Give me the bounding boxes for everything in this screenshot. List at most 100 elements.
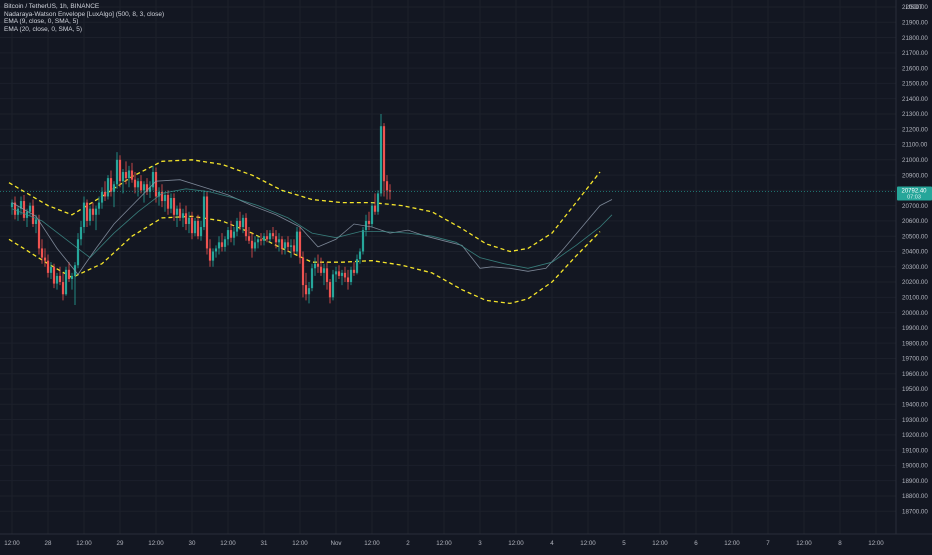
candle-body	[10, 202, 14, 208]
candle-body	[148, 187, 152, 192]
candle-body	[367, 220, 371, 224]
legend-ema-9[interactable]: EMA (9, close, 0, SMA, 5)	[4, 18, 79, 26]
candle-body	[109, 178, 113, 192]
legend-symbol[interactable]: Bitcoin / TetherUS, 1h, BINANCE	[4, 3, 100, 10]
candle	[178, 202, 182, 221]
candle-body	[70, 275, 74, 279]
candle-body	[103, 191, 107, 197]
candle	[370, 202, 374, 228]
time-tick-label: 28	[45, 540, 52, 547]
price-tick-label: 21500.00	[902, 81, 928, 88]
candle	[346, 269, 350, 290]
candle	[16, 205, 20, 221]
price-tick-label: 21300.00	[902, 111, 928, 118]
ema-lines	[11, 179, 613, 276]
candle	[298, 227, 302, 264]
price-tick-label: 19000.00	[902, 463, 928, 470]
candle	[313, 257, 317, 276]
candle-body	[325, 268, 329, 283]
candle	[286, 236, 290, 252]
time-tick-label: 12:00	[796, 540, 812, 547]
candle	[142, 181, 146, 203]
price-tick-label: 21900.00	[902, 19, 928, 26]
candle-body	[385, 181, 389, 191]
candle	[127, 165, 131, 188]
candle-body	[379, 126, 383, 194]
candle	[349, 266, 353, 286]
candle	[70, 272, 74, 290]
candle	[385, 175, 389, 200]
candle-body	[235, 220, 239, 232]
candle-body	[40, 248, 44, 258]
candle	[271, 227, 275, 240]
candle	[67, 262, 71, 283]
candle-body	[304, 285, 308, 295]
candle	[10, 199, 14, 215]
candle	[34, 214, 38, 234]
time-tick-label: Nov	[330, 540, 342, 547]
candle-body	[268, 233, 272, 240]
candle	[121, 168, 125, 194]
candle-body	[64, 269, 68, 295]
candle	[13, 196, 17, 220]
candle-body	[358, 251, 362, 260]
candle	[250, 233, 254, 258]
candle	[58, 266, 62, 286]
legend-envelope[interactable]: Nadaraya-Watson Envelope [LuxAlgo] (500,…	[4, 10, 165, 18]
candle-body	[67, 269, 71, 279]
candle	[136, 178, 140, 197]
candle-body	[256, 239, 260, 243]
candle	[43, 248, 47, 267]
price-tick-label: 20100.00	[902, 295, 928, 302]
candle-body	[202, 196, 206, 228]
candle-body	[199, 227, 203, 237]
price-tick-label: 21600.00	[902, 65, 928, 72]
candle-body	[259, 239, 263, 241]
candle	[76, 233, 80, 269]
candle-body	[52, 266, 56, 284]
time-axis[interactable]	[0, 534, 932, 550]
candle-body	[280, 239, 284, 249]
chart-legend: Bitcoin / TetherUS, 1h, BINANCE Nadaraya…	[4, 3, 164, 33]
price-tick-label: 19600.00	[902, 371, 928, 378]
candle-body	[214, 248, 218, 252]
price-tick-label: 20700.00	[902, 203, 928, 210]
candle-body	[43, 257, 47, 261]
price-tick-label: 20000.00	[902, 310, 928, 317]
candle	[259, 233, 263, 246]
candle	[337, 265, 341, 279]
candle-body	[211, 251, 215, 261]
candle-body	[118, 159, 122, 182]
candle	[292, 239, 296, 255]
candle-body	[115, 159, 119, 185]
candle-body	[226, 230, 230, 240]
candle	[316, 254, 320, 273]
time-tick-label: 12:00	[76, 540, 92, 547]
candle-body	[262, 236, 266, 241]
candle	[46, 254, 50, 278]
last-price-badge	[897, 186, 932, 201]
candle	[373, 193, 377, 215]
candle-body	[361, 230, 365, 252]
price-tick-label: 19300.00	[902, 417, 928, 424]
candle	[265, 230, 269, 243]
candle	[193, 217, 197, 237]
price-tick-label: 20600.00	[902, 218, 928, 225]
candle	[40, 239, 44, 264]
candle-body	[172, 198, 176, 215]
candle-body	[100, 191, 104, 203]
legend-ema-20[interactable]: EMA (20, close, 0, SMA, 5)	[4, 25, 83, 33]
candle-body	[217, 242, 221, 249]
candle	[376, 190, 380, 215]
candle-body	[142, 184, 146, 191]
candle-body	[46, 260, 50, 273]
candle-body	[166, 194, 170, 209]
price-axis[interactable]	[896, 0, 932, 534]
candle	[94, 205, 98, 231]
candle-body	[187, 217, 191, 224]
candle-body	[193, 220, 197, 234]
candle-body	[313, 263, 317, 269]
candle-body	[205, 196, 209, 249]
